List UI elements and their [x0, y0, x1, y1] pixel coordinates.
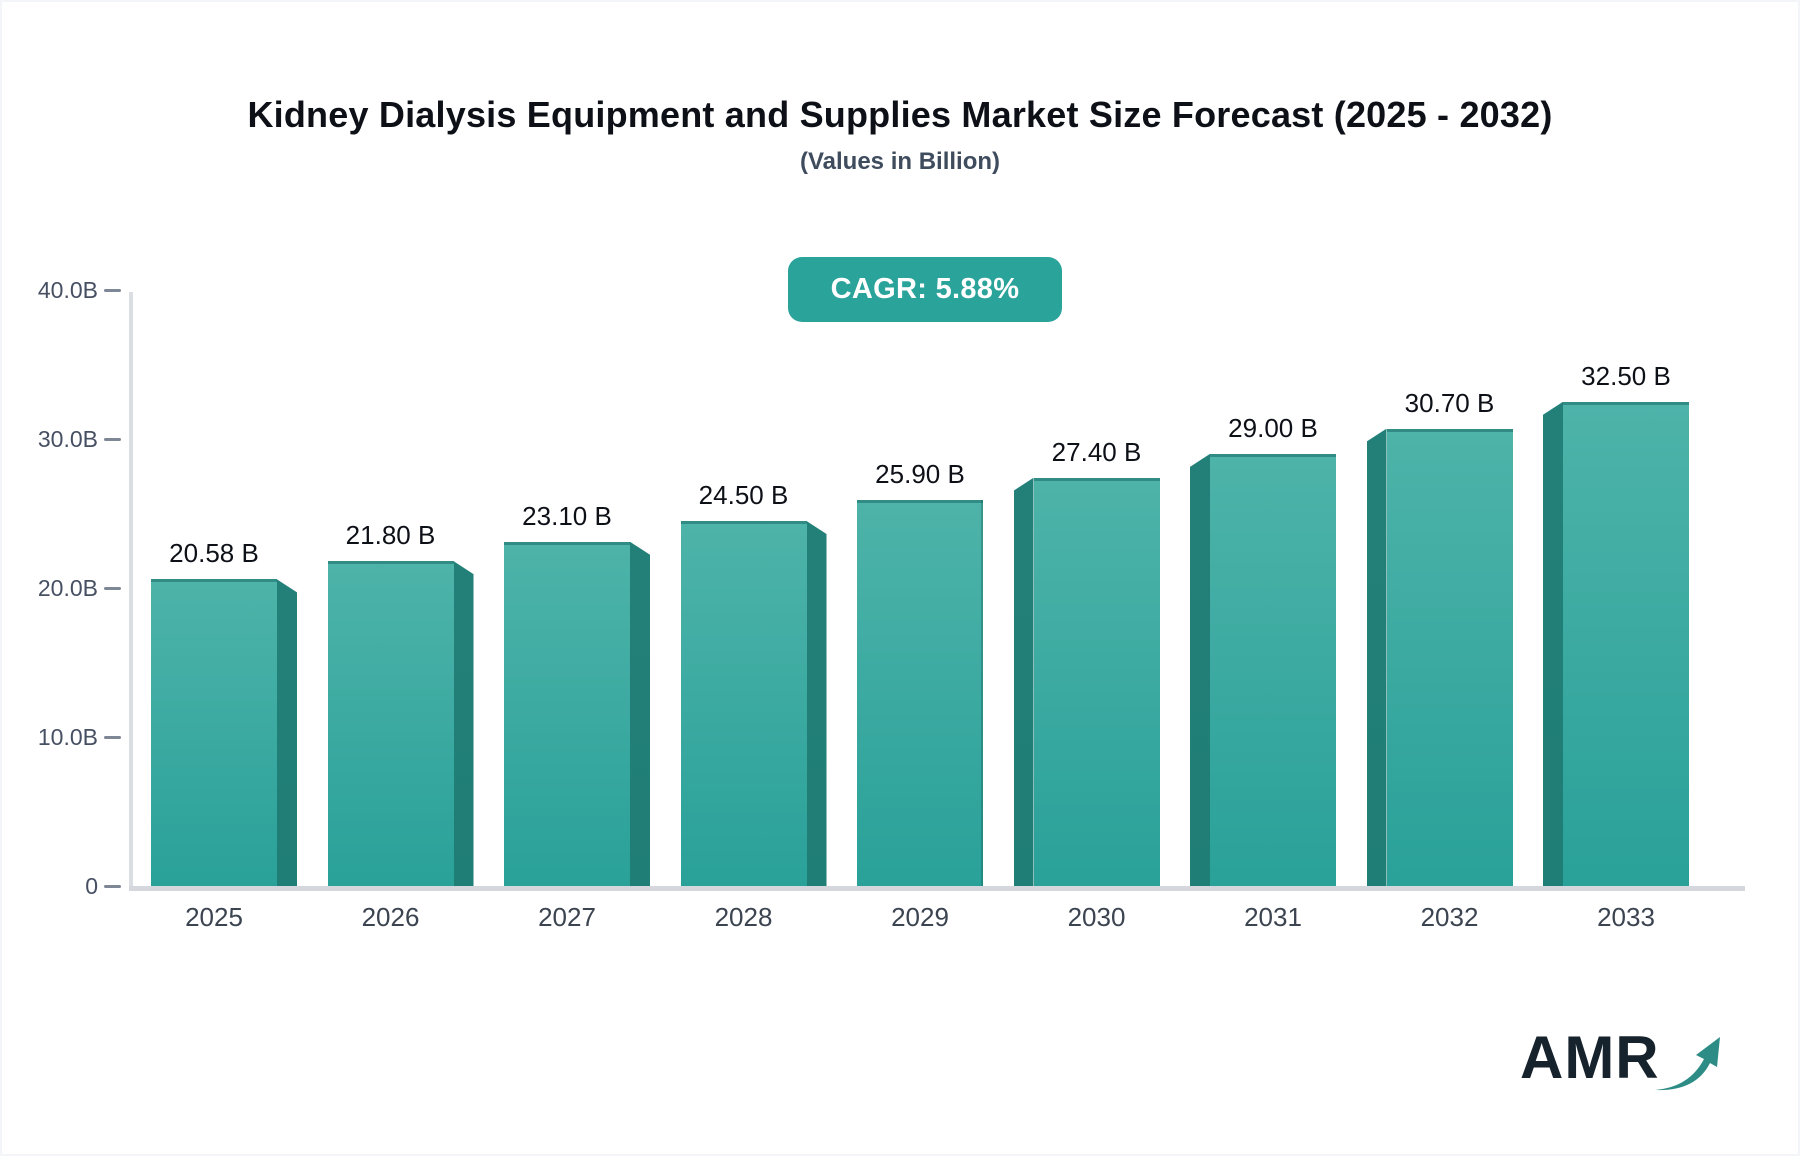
bar-side-2026 [453, 561, 474, 886]
bar-2029 [857, 500, 983, 886]
bar-side-2032 [1366, 428, 1387, 886]
bar-value-label: 25.90 B [875, 459, 965, 490]
x-axis-line [129, 886, 1745, 891]
bar-2028 [680, 520, 807, 886]
y-tick-mark [104, 736, 121, 739]
bar-value-label: 27.40 B [1051, 436, 1142, 467]
bar-value-label: 21.80 B [345, 520, 436, 551]
x-tick-label: 2029 [891, 902, 949, 932]
bar-2026 [327, 561, 454, 886]
bar-side-2025 [277, 579, 297, 886]
chart-subtitle: (Values in Billion) [799, 148, 1001, 175]
y-tick-label: 10.0B [37, 724, 98, 750]
y-tick-mark [104, 885, 121, 888]
y-tick-label: 40.0B [37, 277, 98, 303]
y-tick-mark [104, 289, 121, 292]
cagr-badge-label: CAGR: 5.88% [830, 273, 1020, 305]
bar-value-label: 23.10 B [522, 500, 612, 531]
bar-value-label: 20.58 B [169, 538, 259, 569]
y-tick-mark [104, 438, 121, 441]
bar-value-label: 29.00 B [1228, 412, 1318, 443]
bar-side-2027 [630, 541, 650, 886]
chart-title: Kidney Dialysis Equipment and Supplies M… [247, 94, 1553, 135]
bar-side-2030 [1013, 477, 1034, 886]
y-tick-label: 30.0B [37, 426, 98, 452]
x-tick-label: 2030 [1067, 902, 1126, 932]
bar-value-label: 24.50 B [698, 479, 789, 510]
bar-side-2031 [1190, 453, 1210, 886]
bar-value-label: 30.70 B [1404, 387, 1495, 418]
trend-arrow-icon [1654, 1037, 1720, 1091]
bar-2032 [1386, 428, 1513, 886]
y-tick-label: 20.0B [37, 575, 98, 601]
x-tick-label: 2025 [185, 902, 243, 932]
bar-2027 [504, 541, 630, 886]
x-tick-label: 2027 [538, 902, 596, 932]
x-tick-label: 2026 [361, 902, 420, 932]
amr-logo-text: AMR [1520, 1024, 1660, 1091]
bar-2033 [1563, 401, 1689, 886]
y-axis-line [129, 292, 133, 886]
bar-value-label: 32.50 B [1581, 360, 1671, 391]
y-tick-mark [104, 587, 121, 590]
x-tick-label: 2031 [1244, 902, 1302, 932]
amr-logo: AMR [1520, 1028, 1724, 1098]
x-tick-label: 2028 [714, 902, 773, 932]
bar-side-2033 [1543, 401, 1563, 886]
y-tick-label: 0 [85, 873, 98, 899]
x-tick-label: 2033 [1597, 902, 1655, 932]
cagr-badge: CAGR: 5.88% [788, 257, 1062, 322]
bar-2030 [1033, 477, 1160, 886]
bar-side-2028 [806, 520, 827, 886]
bar-2025 [151, 579, 277, 886]
x-tick-label: 2032 [1420, 902, 1479, 932]
bar-2031 [1210, 453, 1336, 886]
